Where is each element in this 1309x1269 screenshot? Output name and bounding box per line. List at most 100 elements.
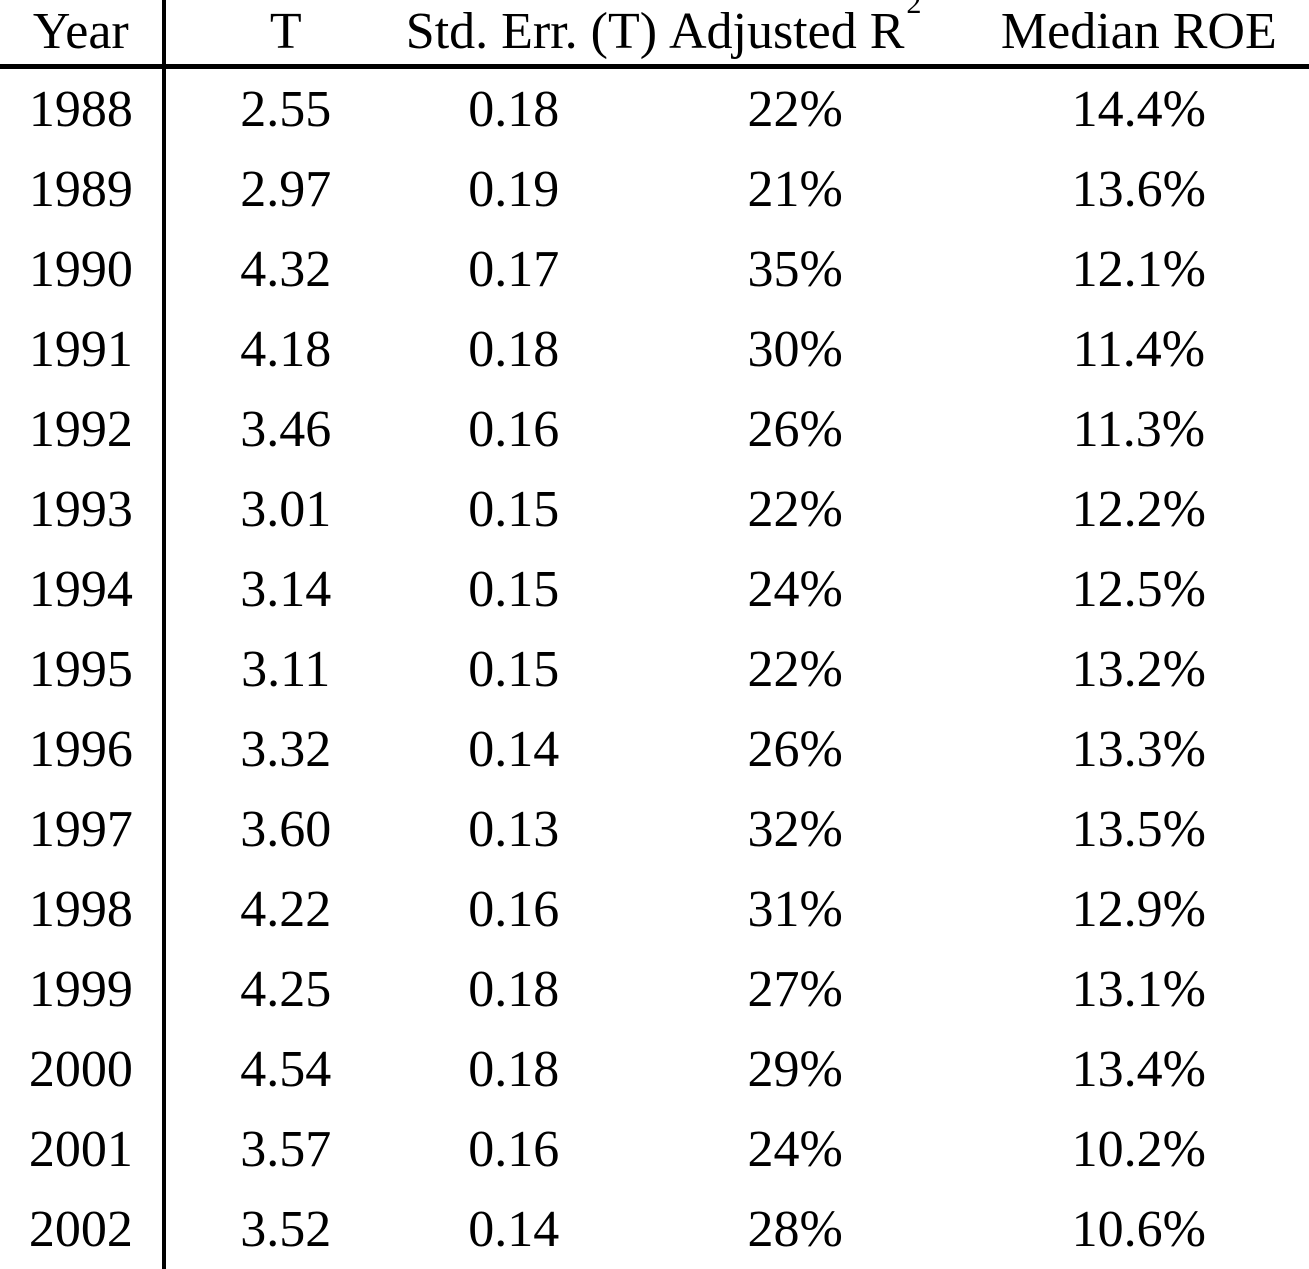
table-cell: 1994	[0, 549, 164, 629]
table-cell: 13.6%	[969, 149, 1309, 229]
table-cell: 0.16	[406, 869, 622, 949]
table-cell: 3.46	[164, 389, 406, 469]
table-cell: 0.19	[406, 149, 622, 229]
column-header-label: T	[270, 3, 302, 60]
table-cell: 2001	[0, 1109, 164, 1189]
table-cell: 1998	[0, 869, 164, 949]
table-cell: 0.14	[406, 1189, 622, 1269]
table-cell: 11.3%	[969, 389, 1309, 469]
table-cell: 1999	[0, 949, 164, 1029]
table-cell: 4.18	[164, 309, 406, 389]
table-cell: 3.01	[164, 469, 406, 549]
table-cell: 11.4%	[969, 309, 1309, 389]
table-cell: 4.54	[164, 1029, 406, 1109]
table-cell: 4.25	[164, 949, 406, 1029]
table-cell: 0.18	[406, 309, 622, 389]
table-cell: 21%	[622, 149, 969, 229]
table-cell: 12.5%	[969, 549, 1309, 629]
table-cell: 0.17	[406, 229, 622, 309]
table-cell: 1990	[0, 229, 164, 309]
table-cell: 1995	[0, 629, 164, 709]
table-cell: 13.4%	[969, 1029, 1309, 1109]
column-header-label: Year	[33, 3, 129, 60]
table-cell: 12.1%	[969, 229, 1309, 309]
table-cell: 35%	[622, 229, 969, 309]
column-header-std-err-t: Std. Err. (T)	[406, 0, 622, 67]
column-header-label: Adjusted R	[669, 3, 904, 60]
table-cell: 3.32	[164, 709, 406, 789]
table-cell: 2002	[0, 1189, 164, 1269]
table-cell: 29%	[622, 1029, 969, 1109]
table-cell: 13.1%	[969, 949, 1309, 1029]
table-cell: 0.18	[406, 1029, 622, 1109]
table-cell: 0.15	[406, 549, 622, 629]
table-cell: 12.9%	[969, 869, 1309, 949]
table-cell: 32%	[622, 789, 969, 869]
column-header-label: Median ROE	[1001, 3, 1277, 60]
column-header-median-roe: Median ROE	[969, 0, 1309, 67]
table-cell: 13.5%	[969, 789, 1309, 869]
table-cell: 30%	[622, 309, 969, 389]
table-cell: 1989	[0, 149, 164, 229]
table-cell: 1996	[0, 709, 164, 789]
table-cell: 24%	[622, 549, 969, 629]
table-cell: 0.13	[406, 789, 622, 869]
table-cell: 0.16	[406, 1109, 622, 1189]
table-cell: 14.4%	[969, 67, 1309, 150]
table-cell: 3.52	[164, 1189, 406, 1269]
table-cell: 3.11	[164, 629, 406, 709]
table-cell: 3.57	[164, 1109, 406, 1189]
table-cell: 3.14	[164, 549, 406, 629]
table-cell: 26%	[622, 389, 969, 469]
table-cell: 4.22	[164, 869, 406, 949]
table-cell: 3.60	[164, 789, 406, 869]
table-cell: 0.16	[406, 389, 622, 469]
table-cell: 22%	[622, 469, 969, 549]
table-cell: 0.18	[406, 949, 622, 1029]
table-cell: 13.2%	[969, 629, 1309, 709]
column-header-t: T	[164, 0, 406, 67]
table-cell: 22%	[622, 67, 969, 150]
table-cell: 26%	[622, 709, 969, 789]
table-cell: 31%	[622, 869, 969, 949]
table-cell: 10.6%	[969, 1189, 1309, 1269]
header-row: Year T Std. Err. (T) Adjusted R2 Median …	[0, 0, 1309, 67]
table-cell: 0.18	[406, 67, 622, 150]
table-cell: 0.14	[406, 709, 622, 789]
table-cell: 4.32	[164, 229, 406, 309]
table-cell: 1991	[0, 309, 164, 389]
table-cell: 1992	[0, 389, 164, 469]
table-cell: 0.15	[406, 469, 622, 549]
table-cell: 1993	[0, 469, 164, 549]
table-cell: 13.3%	[969, 709, 1309, 789]
table-cell: 24%	[622, 1109, 969, 1189]
table-cell: 2.55	[164, 67, 406, 150]
table-cell: 10.2%	[969, 1109, 1309, 1189]
table-cell: 1997	[0, 789, 164, 869]
column-header-year: Year	[0, 0, 164, 67]
table-cell: 2000	[0, 1029, 164, 1109]
superscript-2: 2	[906, 0, 921, 20]
table-cell: 27%	[622, 949, 969, 1029]
column-header-adjusted-r-squared: Adjusted R2	[622, 0, 969, 67]
table-cell: 0.15	[406, 629, 622, 709]
table-cell: 22%	[622, 629, 969, 709]
table-cell: 1988	[0, 67, 164, 150]
